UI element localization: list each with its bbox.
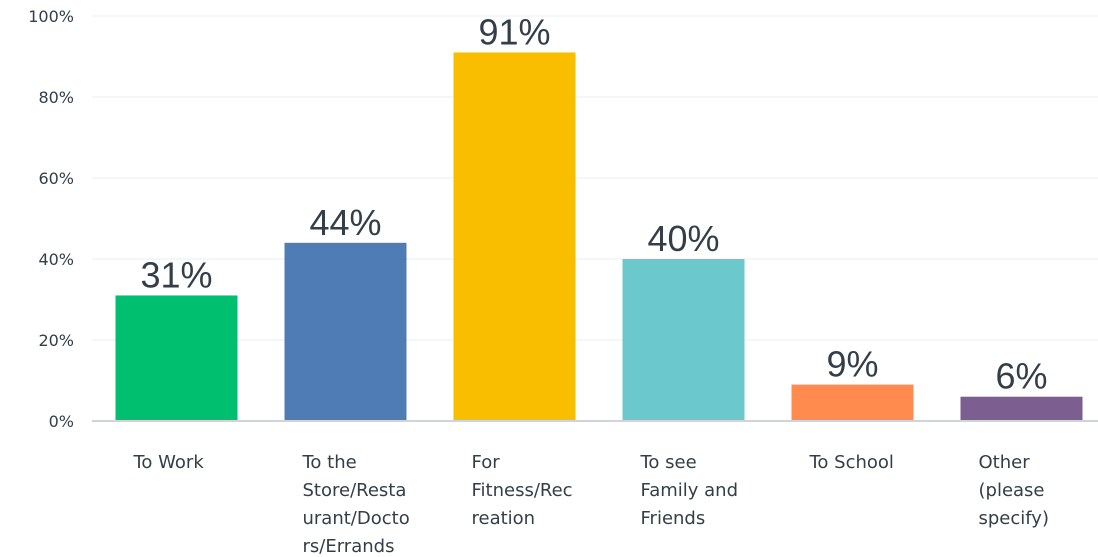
y-tick-label: 40% [38,250,74,269]
data-label: 6% [995,356,1047,397]
bar [115,295,238,421]
y-tick-label: 20% [38,331,74,350]
x-category-line: To see [640,452,697,473]
bar [453,52,576,421]
x-category-line: specify) [979,508,1049,529]
x-category-line: To Work [133,452,205,473]
x-category-label: Other (please specify) [979,452,1049,529]
gridlines [92,15,1098,341]
x-category-label: For Fitness/Rec reation [472,452,573,529]
x-category-line: rs/Errands [303,536,395,557]
y-axis-ticks: 0% 20% 40% 60% 80% 100% [28,7,74,431]
x-category-line: For [472,452,501,473]
x-category-line: Fitness/Rec [472,480,573,501]
x-category-line: Family and [641,480,739,501]
data-label: 91% [478,11,550,52]
x-category-line: Friends [641,508,706,529]
x-category-line: To School [809,452,894,473]
x-category-line: urant/Docto [303,508,410,529]
y-tick-label: 80% [38,88,74,107]
x-category-line: Other [979,452,1031,473]
x-category-label: To Work [133,452,205,473]
x-category-label: To School [809,452,894,473]
data-label: 9% [826,344,878,385]
y-tick-label: 60% [38,169,74,188]
bars [115,52,1083,421]
bar [791,384,914,421]
y-tick-label: 100% [28,7,74,26]
data-label: 31% [140,254,212,295]
x-category-line: To the [302,452,357,473]
x-category-label: To the Store/Resta urant/Docto rs/Errands [302,452,410,557]
bar [622,259,745,421]
x-category-line: (please [979,480,1045,501]
x-axis-categories: To Work To the Store/Resta urant/Docto rs/Er… [133,452,1049,557]
x-category-line: reation [472,508,536,529]
data-labels: 31% 44% 91% 40% 9% 6% [140,11,1047,396]
bar [284,242,407,421]
x-category-label: To see Family and Friends [640,452,739,529]
data-label: 40% [647,218,719,259]
y-tick-label: 0% [49,412,74,431]
bar [960,396,1083,421]
data-label: 44% [309,202,381,243]
x-category-line: Store/Resta [303,480,407,501]
